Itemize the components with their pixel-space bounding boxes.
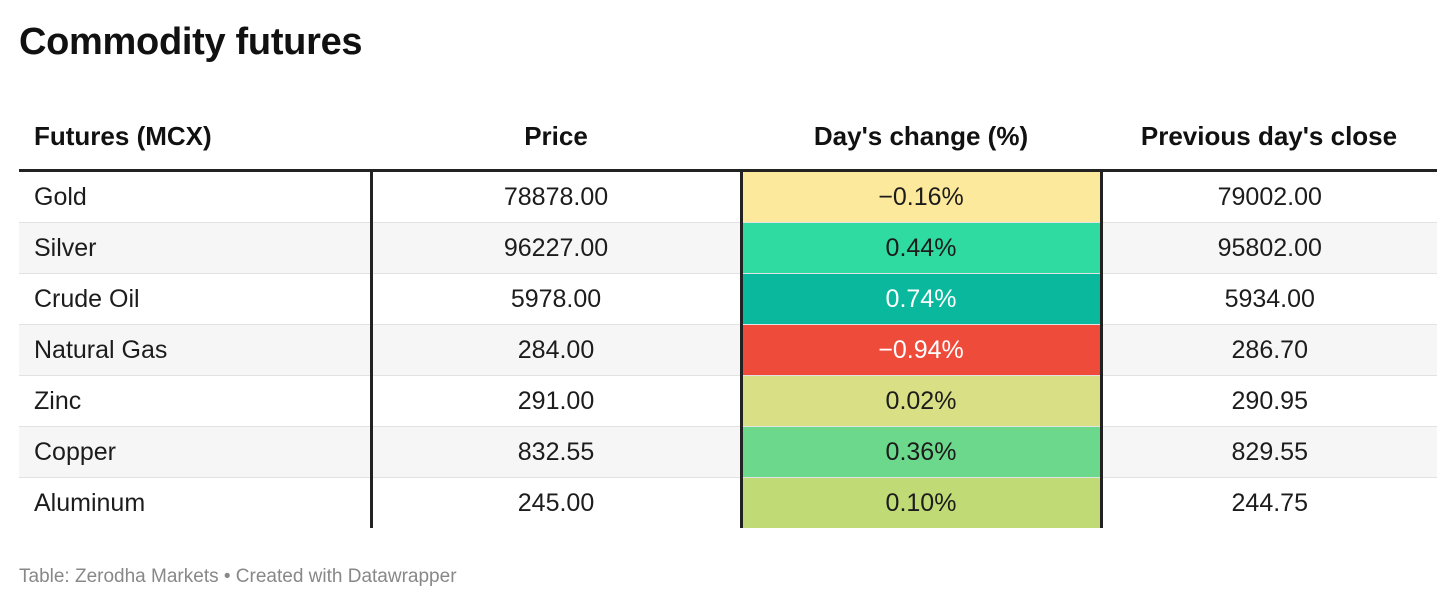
cell-day-change: 0.36% xyxy=(739,426,1103,478)
cell-price: 78878.00 xyxy=(371,170,741,223)
cell-day-change: −0.16% xyxy=(739,170,1103,223)
cell-prev-close: 829.55 xyxy=(1101,426,1437,478)
cell-day-change: 0.44% xyxy=(739,222,1103,274)
cell-prev-close: 286.70 xyxy=(1101,324,1437,376)
table-header: Futures (MCX) Price Day's change (%) Pre… xyxy=(19,103,1437,172)
cell-futures-name: Zinc xyxy=(19,375,373,427)
cell-prev-close: 290.95 xyxy=(1101,375,1437,427)
cell-day-change: 0.10% xyxy=(739,477,1103,528)
column-header-prev-close[interactable]: Previous day's close xyxy=(1101,103,1437,172)
cell-futures-name: Crude Oil xyxy=(19,273,373,325)
column-header-change[interactable]: Day's change (%) xyxy=(741,103,1101,172)
table-row: Gold 78878.00 −0.16% 79002.00 xyxy=(19,170,1437,223)
cell-prev-close: 79002.00 xyxy=(1101,170,1437,223)
cell-price: 96227.00 xyxy=(371,222,741,274)
cell-price: 245.00 xyxy=(517,488,595,517)
cell-prev-close: 95802.00 xyxy=(1101,222,1437,274)
cell-price: 284.00 xyxy=(371,324,741,376)
table-row: Aluminum 245.00 0.10% 244.75 xyxy=(19,477,1437,528)
chart-title: Commodity futures xyxy=(19,21,363,63)
column-header-price[interactable]: Price xyxy=(371,103,741,172)
cell-futures-name: Gold xyxy=(19,170,373,223)
source-footer: Table: Zerodha Markets • Created with Da… xyxy=(19,566,457,587)
commodity-futures-table: Futures (MCX) Price Day's change (%) Pre… xyxy=(19,103,1437,528)
cell-futures-name: Silver xyxy=(19,222,373,274)
cell-price: 5978.00 xyxy=(371,273,741,325)
table-row: Natural Gas 284.00 −0.94% 286.70 xyxy=(19,324,1437,376)
table-row: Silver 96227.00 0.44% 95802.00 xyxy=(19,222,1437,274)
cell-price: 832.55 xyxy=(371,426,741,478)
cell-futures-name: Copper xyxy=(19,426,373,478)
table-row: Copper 832.55 0.36% 829.55 xyxy=(19,426,1437,478)
cell-day-change: 0.74% xyxy=(739,273,1103,325)
cell-prev-close: 244.75 xyxy=(1231,488,1308,517)
cell-futures-name: Aluminum xyxy=(19,477,373,528)
cell-futures-name: Natural Gas xyxy=(19,324,373,376)
table-row: Crude Oil 5978.00 0.74% 5934.00 xyxy=(19,273,1437,325)
table-row: Zinc 291.00 0.02% 290.95 xyxy=(19,375,1437,427)
table-body: Gold 78878.00 −0.16% 79002.00 Silver 96227.00… xyxy=(19,170,1437,528)
column-header-futures[interactable]: Futures (MCX) xyxy=(19,103,371,172)
cell-price: 291.00 xyxy=(371,375,741,427)
cell-day-change: −0.94% xyxy=(739,324,1103,376)
cell-prev-close: 5934.00 xyxy=(1101,273,1437,325)
header-row: Futures (MCX) Price Day's change (%) Pre… xyxy=(19,103,1437,172)
cell-day-change: 0.02% xyxy=(739,375,1103,427)
